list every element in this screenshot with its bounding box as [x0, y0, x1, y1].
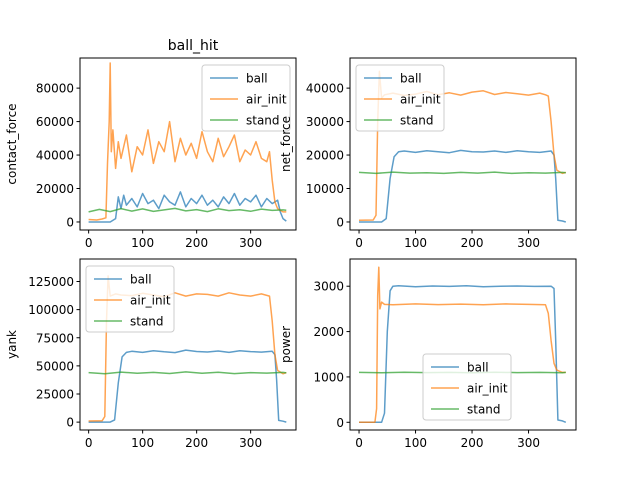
y-tick-label: 20000 [36, 182, 74, 196]
legend-label-air_init: air_init [130, 294, 171, 308]
y-tick-label: 0 [66, 215, 74, 229]
legend-label-air_init: air_init [467, 382, 508, 396]
y-axis-label: contact_force [5, 103, 19, 184]
x-tick-label: 200 [185, 436, 208, 450]
legend-label-air_init: air_init [246, 93, 287, 107]
y-tick-label: 0 [66, 416, 74, 430]
series-line-ball [359, 285, 567, 424]
axes-frame [349, 57, 577, 231]
legend-frame [355, 64, 445, 132]
y-tick-label: 3000 [313, 280, 344, 294]
x-tick-label: 200 [461, 236, 484, 250]
y-tick-label: 80000 [36, 82, 74, 96]
y-tick-label: 20000 [306, 149, 344, 163]
y-tick-label: 0 [336, 215, 344, 229]
x-tick-label: 100 [404, 436, 427, 450]
subplot-2: 0 100 200 300 0 10000 20000 30000 40000 net_force… [279, 57, 577, 250]
series-line-air_init [359, 266, 566, 424]
x-tick-label: 100 [131, 436, 154, 450]
x-tick-label: 300 [239, 436, 262, 450]
axes-frame [79, 57, 297, 231]
y-axis-label: power [279, 326, 293, 363]
y-tick-label: 40000 [36, 149, 74, 163]
x-tick-label: 0 [85, 236, 93, 250]
y-axis-label: yank [5, 330, 19, 359]
y-tick-label: 0 [336, 416, 344, 430]
y-axis-label: net_force [279, 116, 293, 172]
legend-frame [201, 64, 291, 132]
x-tick-label: 200 [185, 236, 208, 250]
x-tick-label: 0 [85, 436, 93, 450]
series-line-air_init [88, 62, 287, 221]
y-tick-label: 1000 [313, 370, 344, 384]
figure-title: ball_hit [168, 38, 219, 54]
y-tick-label: 2000 [313, 325, 344, 339]
subplot-1: 0 100 200 300 0 20000 40000 60000 80000 contact_f… [5, 57, 297, 250]
y-tick-label: 50000 [36, 359, 74, 373]
subplot-3: 0 100 200 300 0 25000 50000 75000 100000 125000 ya… [5, 258, 297, 450]
subplot-grid: 0 100 200 300020000400006000080000contact_f… [5, 57, 577, 450]
series-line-ball [88, 191, 287, 223]
legend-label-stand: stand [467, 403, 501, 417]
y-tick-label: 75000 [36, 331, 74, 345]
legend-label-ball: ball [467, 361, 489, 375]
x-tick-label: 100 [404, 236, 427, 250]
legend-label-ball: ball [246, 72, 268, 86]
y-tick-label: 25000 [36, 388, 74, 402]
legend-frame [422, 353, 512, 421]
x-tick-label: 0 [355, 436, 363, 450]
legend-label-ball: ball [400, 72, 422, 86]
x-tick-label: 300 [239, 236, 262, 250]
legend-label-stand: stand [400, 114, 434, 128]
legend-label-stand: stand [130, 315, 164, 329]
y-tick-label: 100000 [28, 303, 74, 317]
axes-frame [79, 258, 297, 431]
legend-label-air_init: air_init [400, 93, 441, 107]
axes-frame [349, 258, 577, 431]
y-tick-label: 30000 [306, 115, 344, 129]
series-line-stand [88, 207, 287, 213]
series-line-stand [88, 371, 287, 375]
x-tick-label: 300 [517, 236, 540, 250]
y-tick-label: 60000 [36, 115, 74, 129]
x-tick-label: 0 [355, 236, 363, 250]
x-tick-label: 300 [517, 436, 540, 450]
legend-label-ball: ball [130, 273, 152, 287]
series-line-stand [358, 171, 566, 175]
subplot-4: 0 100 200 3000100020003000powerballair_init… [279, 258, 577, 450]
x-tick-label: 200 [461, 436, 484, 450]
legend-frame [85, 265, 175, 333]
legend-label-stand: stand [246, 114, 280, 128]
y-tick-label: 125000 [28, 275, 74, 289]
y-tick-label: 10000 [306, 182, 344, 196]
x-tick-label: 100 [131, 236, 154, 250]
y-tick-label: 40000 [306, 82, 344, 96]
